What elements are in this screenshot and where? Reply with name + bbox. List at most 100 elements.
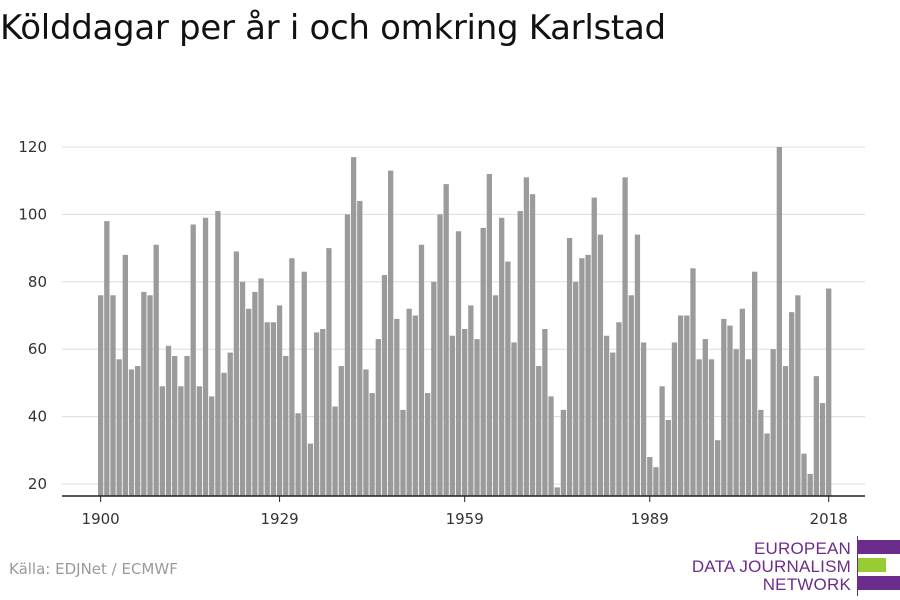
bar (252, 291, 258, 496)
bar (770, 349, 776, 496)
edjnet-logo: EUROPEAN DATA JOURNALISM NETWORK (692, 536, 900, 596)
bar (128, 369, 135, 496)
logo-line-3: NETWORK (762, 575, 851, 594)
bar (591, 197, 597, 497)
bar (159, 386, 165, 496)
bars (98, 147, 832, 497)
x-tick-label: 1989 (631, 510, 669, 528)
x-tick-label: 1900 (82, 510, 120, 528)
bar (153, 244, 159, 496)
bar (369, 393, 375, 496)
bar (628, 295, 634, 496)
bar (492, 295, 499, 496)
bar (350, 157, 357, 497)
bar (270, 322, 277, 496)
bar (141, 291, 147, 496)
bar (480, 227, 486, 496)
y-tick-label: 100 (18, 205, 47, 223)
bar (233, 251, 240, 496)
bar (622, 177, 628, 496)
bar (536, 366, 542, 496)
bar (665, 419, 671, 496)
logo-line-2: DATA JOURNALISM (691, 557, 851, 576)
bar (511, 342, 517, 496)
bar (752, 271, 758, 496)
bar (98, 295, 104, 496)
bar (733, 349, 739, 496)
bar (313, 332, 320, 496)
y-tick-label: 80 (28, 273, 47, 291)
bar (326, 248, 332, 496)
x-tick-label: 1959 (446, 510, 484, 528)
bar (640, 342, 647, 496)
bar (647, 457, 653, 496)
bar (344, 214, 351, 496)
bar (690, 268, 696, 496)
bar (332, 406, 338, 496)
bar (301, 271, 307, 496)
bar (548, 396, 554, 496)
bar (338, 366, 344, 496)
bar (523, 177, 530, 496)
bar (764, 433, 770, 496)
bar (826, 288, 832, 496)
logo-bar-middle (858, 558, 886, 572)
bar (135, 366, 141, 496)
bar (653, 467, 659, 496)
x-axis: 1900 1929 1959 1989 2018 (62, 495, 865, 528)
bar (264, 322, 270, 496)
bar (813, 376, 820, 496)
y-tick-label: 20 (28, 475, 47, 493)
bar (801, 453, 807, 496)
bar (184, 355, 190, 496)
bar (190, 224, 196, 496)
bar (283, 355, 289, 496)
logo-line-1: EUROPEAN (753, 539, 851, 558)
bar (116, 359, 122, 496)
bar (715, 440, 721, 496)
bar (505, 261, 511, 496)
bar (677, 315, 684, 496)
logo-divider (857, 536, 858, 596)
bar (239, 281, 246, 496)
y-axis-ticks: 20 40 60 80 100 120 (18, 138, 47, 493)
chart-title: Kölddagar per år i och omkring Karlstad (0, 8, 666, 48)
bar (468, 305, 474, 496)
bar (455, 231, 462, 496)
bar (363, 369, 369, 496)
bar (449, 335, 455, 496)
bar (437, 214, 443, 496)
bar (708, 359, 715, 496)
bar (684, 315, 690, 496)
bar (671, 342, 678, 496)
bar (394, 318, 400, 496)
bar (172, 355, 178, 496)
bar (474, 339, 480, 496)
bar (104, 221, 110, 496)
bar (147, 295, 153, 496)
bar (412, 315, 418, 496)
x-tick-label: 2018 (810, 510, 848, 528)
y-tick-label: 40 (28, 408, 47, 426)
bar (320, 328, 326, 496)
bar (702, 339, 708, 496)
bar (585, 254, 591, 496)
logo-bar-bottom (858, 576, 900, 590)
x-tick-label: 1929 (260, 510, 298, 528)
bar (418, 244, 425, 496)
bar (425, 393, 431, 496)
bar (745, 359, 752, 496)
bar (758, 409, 764, 496)
bar (499, 217, 505, 496)
source-note: Källa: EDJNet / ECMWF (9, 560, 178, 578)
bar (196, 386, 203, 496)
bar (209, 396, 215, 496)
bar (178, 386, 184, 496)
bar (573, 281, 579, 496)
bar (789, 312, 795, 496)
bar (696, 359, 702, 496)
bar (406, 308, 412, 496)
bar (431, 281, 437, 496)
bar (258, 278, 264, 496)
